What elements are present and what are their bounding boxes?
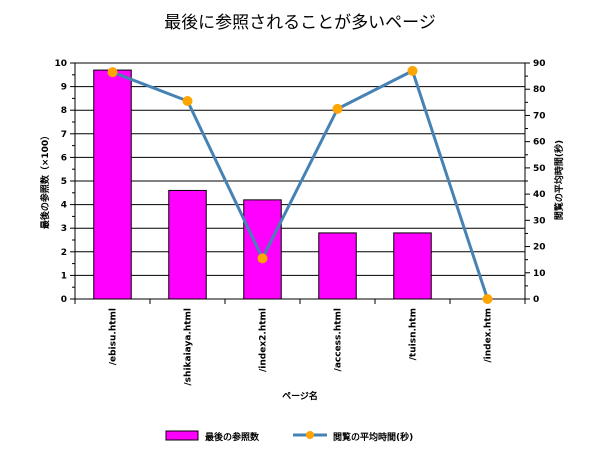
right-tick-label: 80	[533, 85, 546, 95]
right-axis-label: 閲覧の平均時間(秒)	[553, 140, 565, 220]
right-axis-ticks: 0 10 20 30 40 50 60 70 80 90	[533, 59, 546, 305]
legend-bar-label: 最後の参照数	[205, 431, 260, 443]
right-tick-label: 50	[533, 164, 546, 174]
right-tick-label: 20	[533, 243, 546, 253]
left-tick-label: 3	[61, 224, 67, 234]
line-series	[107, 65, 493, 304]
line-point	[257, 253, 268, 264]
line-point	[182, 96, 193, 107]
x-tick-label: /index.htm	[484, 308, 494, 363]
left-axis-label: 最後の参照数（×100）	[39, 131, 51, 229]
x-tick-label: /access.html	[334, 308, 344, 371]
left-tick-label: 10	[54, 59, 67, 69]
bar-series	[93, 69, 432, 300]
bar	[168, 189, 207, 300]
left-tick-label: 8	[61, 106, 67, 116]
bar	[393, 232, 432, 300]
left-tick-label: 0	[61, 295, 67, 305]
line-point	[107, 67, 118, 78]
left-tick-label: 5	[61, 177, 67, 187]
x-axis-label: ページ名	[282, 390, 318, 402]
bar	[243, 199, 282, 300]
left-tick-label: 1	[61, 271, 67, 281]
right-tick-label: 70	[533, 111, 546, 121]
x-tick-label: /ebisu.html	[109, 308, 119, 365]
right-tick-label: 0	[533, 295, 539, 305]
right-tick-label: 90	[533, 59, 546, 69]
axes	[70, 62, 530, 304]
legend: 最後の参照数 閲覧の平均時間(秒)	[165, 430, 413, 443]
line-path	[111, 69, 489, 300]
bar	[318, 232, 357, 300]
line-point	[407, 65, 418, 76]
x-axis-ticks: /ebisu.html/shikaiaya.html/index2.html/a…	[109, 308, 494, 386]
left-axis-ticks: 0 1 2 3 4 5 6 7 8 9 10	[54, 59, 67, 305]
left-tick-label: 9	[61, 83, 67, 93]
legend-line-label: 閲覧の平均時間(秒)	[333, 431, 413, 443]
chart-title: 最後に参照されることが多いページ	[164, 13, 436, 33]
line-point	[482, 294, 493, 304]
legend-bar-swatch	[165, 430, 199, 441]
left-tick-label: 2	[61, 248, 67, 258]
line-point	[332, 103, 343, 114]
left-tick-label: 6	[61, 153, 67, 163]
right-tick-label: 40	[533, 190, 546, 200]
x-tick-label: /index2.html	[259, 308, 269, 372]
right-tick-label: 30	[533, 216, 546, 226]
right-tick-label: 60	[533, 138, 546, 148]
legend-line-marker	[306, 431, 314, 439]
bar	[93, 69, 132, 300]
x-tick-label: /tuisn.htm	[409, 308, 419, 360]
right-tick-label: 10	[533, 269, 546, 279]
left-tick-label: 4	[61, 201, 67, 211]
left-tick-label: 7	[61, 130, 67, 140]
x-tick-label: /shikaiaya.html	[184, 308, 194, 386]
